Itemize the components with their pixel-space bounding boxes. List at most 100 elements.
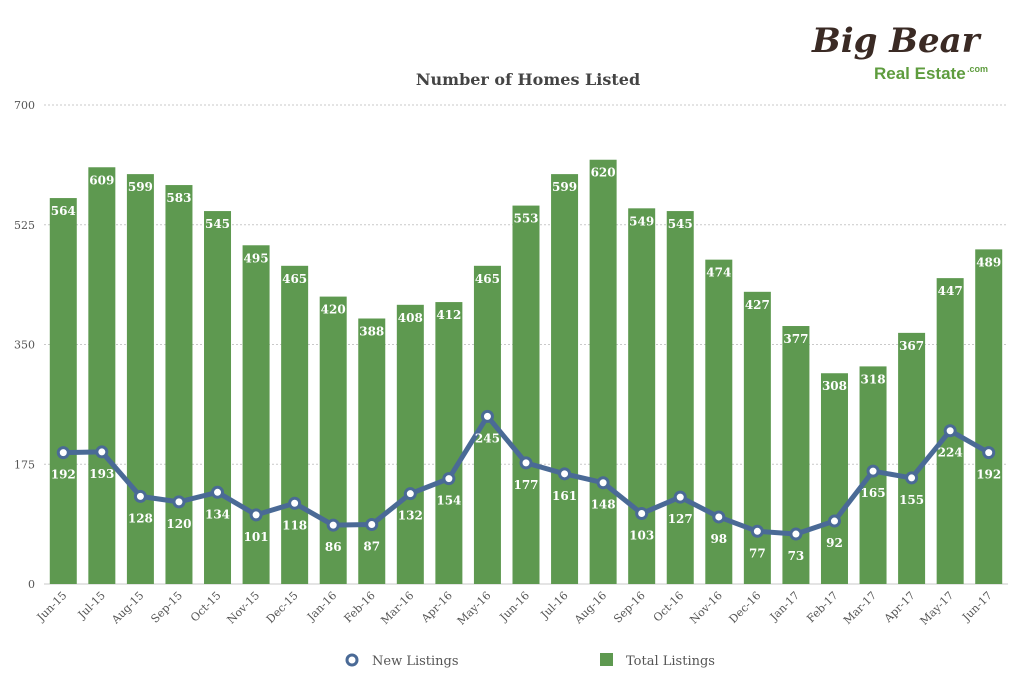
x-tick-label: Jun-15 bbox=[34, 589, 70, 625]
bar bbox=[204, 211, 232, 585]
line-value-label: 98 bbox=[710, 532, 727, 546]
line-value-label: 155 bbox=[899, 493, 924, 507]
bar bbox=[126, 174, 154, 584]
line-point bbox=[133, 489, 147, 503]
bar bbox=[396, 304, 424, 584]
line-point bbox=[866, 464, 880, 478]
line-value-label: 245 bbox=[475, 431, 500, 445]
y-tick-label: 700 bbox=[14, 99, 35, 112]
line-value-label: 128 bbox=[128, 511, 153, 525]
bar-value-label: 447 bbox=[938, 284, 963, 298]
bar bbox=[281, 265, 309, 584]
legend-line-marker bbox=[345, 653, 359, 667]
line-point bbox=[95, 445, 109, 459]
line-point bbox=[673, 490, 687, 504]
line-value-label: 77 bbox=[749, 546, 766, 560]
x-tick-label: Nov-15 bbox=[225, 589, 263, 627]
bar-value-label: 308 bbox=[822, 379, 847, 393]
line-point bbox=[635, 507, 649, 521]
line-point bbox=[905, 471, 919, 485]
line-point bbox=[827, 514, 841, 528]
line-value-label: 92 bbox=[826, 536, 843, 550]
line-value-label: 177 bbox=[513, 478, 538, 492]
x-tick-label: Jun-16 bbox=[497, 589, 533, 625]
bar-value-label: 388 bbox=[359, 324, 384, 338]
line-point bbox=[982, 446, 996, 460]
line-point bbox=[750, 524, 764, 538]
bar bbox=[358, 318, 386, 584]
logo-line1: Big Bear bbox=[811, 21, 982, 61]
x-tick-label: Apr-16 bbox=[418, 589, 455, 626]
x-tick-label: Aug-15 bbox=[108, 589, 146, 627]
x-tick-label: May-17 bbox=[918, 589, 957, 628]
bar bbox=[551, 174, 579, 584]
logo-line2: Real Estate bbox=[874, 64, 966, 83]
bar-value-label: 545 bbox=[205, 217, 230, 231]
bar bbox=[88, 167, 116, 584]
line-point bbox=[211, 485, 225, 499]
bar bbox=[975, 249, 1003, 585]
y-axis-ticks: 0 175 350 525 700 bbox=[14, 99, 35, 591]
bar-value-label: 609 bbox=[89, 173, 114, 187]
bar-value-label: 599 bbox=[128, 180, 153, 194]
bar-value-label: 553 bbox=[513, 212, 538, 226]
line-value-label: 118 bbox=[282, 518, 307, 532]
bar-value-label: 599 bbox=[552, 180, 577, 194]
bar bbox=[165, 185, 193, 584]
bar-value-label: 412 bbox=[436, 308, 461, 322]
logo: Big Bear Real Estate .com bbox=[811, 21, 988, 83]
x-tick-label: Sep-15 bbox=[148, 589, 185, 626]
bar-value-label: 495 bbox=[244, 251, 269, 265]
line-point bbox=[480, 409, 494, 423]
bar bbox=[743, 291, 771, 584]
bar-value-label: 564 bbox=[51, 204, 76, 218]
line-point bbox=[943, 424, 957, 438]
legend-bar-swatch bbox=[600, 653, 613, 666]
line-point bbox=[326, 518, 340, 532]
bar bbox=[319, 296, 347, 584]
y-tick-label: 350 bbox=[14, 339, 35, 352]
line-value-label: 192 bbox=[976, 468, 1001, 482]
bar-value-label: 489 bbox=[976, 255, 1001, 269]
bar bbox=[820, 373, 848, 584]
x-tick-label: Jul-16 bbox=[538, 589, 571, 622]
bar-labels: 564 609 599 583 545 495 465 420 388 408 412 465 553 5… bbox=[51, 166, 1002, 393]
bar-value-label: 583 bbox=[166, 191, 191, 205]
bar bbox=[512, 205, 540, 584]
line-value-label: 127 bbox=[668, 512, 693, 526]
bar-value-label: 427 bbox=[745, 298, 770, 312]
bar-value-label: 620 bbox=[591, 166, 616, 180]
bar-value-label: 465 bbox=[282, 272, 307, 286]
legend-new-listings: New Listings bbox=[372, 654, 459, 669]
new-listings-line: 192 193 128 120 134 101 118 86 87 132 154 245 177 161… bbox=[51, 409, 1001, 563]
line-value-label: 87 bbox=[363, 539, 380, 553]
line-point bbox=[249, 508, 263, 522]
line-point bbox=[442, 472, 456, 486]
x-tick-label: Dec-15 bbox=[264, 589, 301, 626]
x-tick-label: Oct-15 bbox=[188, 589, 224, 625]
x-tick-label: May-16 bbox=[455, 589, 494, 628]
x-tick-label: Sep-16 bbox=[611, 589, 648, 626]
line-point bbox=[789, 527, 803, 541]
x-tick-label: Jun-17 bbox=[959, 589, 995, 625]
line-value-label: 161 bbox=[552, 489, 577, 503]
bars bbox=[49, 159, 1003, 585]
logo-suffix: .com bbox=[967, 64, 988, 74]
x-tick-label: Jul-15 bbox=[75, 589, 108, 622]
line-value-label: 101 bbox=[244, 530, 269, 544]
bar bbox=[435, 302, 463, 584]
x-tick-label: Jan-17 bbox=[767, 589, 802, 624]
line-value-label: 134 bbox=[205, 507, 230, 521]
bar-value-label: 377 bbox=[783, 332, 808, 346]
line-value-label: 103 bbox=[629, 529, 654, 543]
x-tick-label: Jan-16 bbox=[304, 589, 339, 624]
line-point bbox=[403, 487, 417, 501]
bar bbox=[49, 198, 77, 584]
line-value-label: 86 bbox=[325, 540, 342, 554]
bar-value-label: 474 bbox=[706, 266, 731, 280]
line-value-label: 154 bbox=[436, 494, 461, 508]
x-axis-ticks: Jun-15 Jul-15 Aug-15 Sep-15 Oct-15 Nov-15 Dec-… bbox=[34, 589, 995, 628]
x-tick-label: Aug-16 bbox=[571, 589, 609, 627]
line-point bbox=[596, 476, 610, 490]
